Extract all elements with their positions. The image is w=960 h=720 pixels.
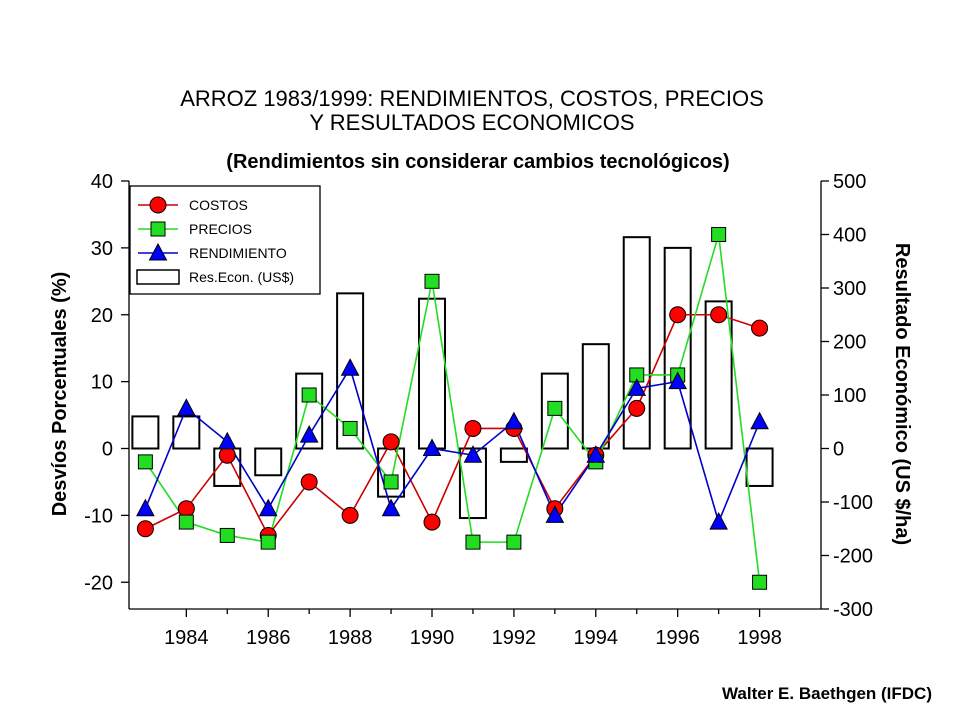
chart-title-line-2: Y RESULTADOS ECONOMICOS xyxy=(309,110,634,135)
y-tick-label-left: 30 xyxy=(91,238,113,260)
precios-point-1987 xyxy=(301,387,317,403)
rendimiento-point-1990 xyxy=(422,438,442,456)
y-axis-label-left: Desvíos Porcentuales (%) xyxy=(49,272,71,517)
precios-point-1983 xyxy=(137,454,153,470)
rendimiento-point-1985 xyxy=(217,431,237,450)
legend-marker-precios xyxy=(150,221,166,237)
res-econ-bar-1987 xyxy=(295,372,324,450)
res-econ-bar-1994 xyxy=(581,343,610,450)
chart-subtitle: (Rendimientos sin considerar cambios tec… xyxy=(226,151,729,173)
chart-title-line-1: ARROZ 1983/1999: RENDIMIENTOS, COSTOS, P… xyxy=(180,86,764,111)
rendimiento-point-1986 xyxy=(258,498,278,517)
costos-point-1996 xyxy=(669,306,687,324)
rendimiento-point-1987 xyxy=(299,425,319,443)
precios-point-1988 xyxy=(342,420,358,436)
y-axis-label-right: Resultado Económico (US $/ha) xyxy=(891,243,913,545)
y-tick-label-left: -20 xyxy=(84,572,113,594)
res-econ-bar-1984 xyxy=(172,415,201,450)
x-tick-label: 1994 xyxy=(574,627,619,649)
y-tick-label-right: -100 xyxy=(833,492,873,514)
res-econ-bar-1983 xyxy=(131,415,160,450)
rendimiento-point-1994 xyxy=(586,445,606,463)
y-tick-label-right: -300 xyxy=(833,599,873,621)
rendimiento-point-1984 xyxy=(176,398,196,416)
precios-point-1992 xyxy=(506,534,522,550)
precios-point-1984 xyxy=(178,514,194,530)
legend-marker-res-econ-us xyxy=(136,269,180,285)
precios-point-1989 xyxy=(383,474,399,490)
res-econ-bar-1998 xyxy=(745,447,774,487)
legend: COSTOS PRECIOS RENDIMIENTO Res.Econ. (US$) xyxy=(129,185,321,295)
costos-point-1989 xyxy=(382,433,400,451)
x-tick-label: 1992 xyxy=(492,627,537,649)
y-tick-label-right: 300 xyxy=(833,278,866,300)
y-tick-label-right: 400 xyxy=(833,225,866,247)
precios-point-1993 xyxy=(547,400,563,416)
legend-label-costos: COSTOS xyxy=(189,197,248,213)
y-tick-label-left: 20 xyxy=(91,305,113,327)
rendimiento-point-1991 xyxy=(463,445,483,463)
costos-point-1990 xyxy=(423,513,441,531)
y-tick-label-right: 100 xyxy=(833,385,866,407)
precios-point-1986 xyxy=(260,534,276,550)
x-tick-label: 1984 xyxy=(164,627,209,649)
rendimiento-point-1996 xyxy=(668,371,688,390)
rendimiento-point-1997 xyxy=(709,511,728,530)
x-tick-label: 1990 xyxy=(410,627,455,649)
y-tick-label-right: -200 xyxy=(833,546,873,568)
res-econ-bar-1997 xyxy=(704,300,733,450)
author-credit: Walter E. Baethgen (IFDC) xyxy=(722,684,932,703)
precios-point-1985 xyxy=(219,527,235,543)
costos-point-1998 xyxy=(751,319,769,337)
costos-point-1985 xyxy=(218,446,236,464)
x-tick-label: 1996 xyxy=(655,627,700,649)
costos-point-1987 xyxy=(300,473,318,491)
costos-point-1984 xyxy=(177,500,195,518)
precios-point-1991 xyxy=(465,534,481,550)
precios-line xyxy=(144,234,761,583)
legend-marker-costos xyxy=(149,196,167,214)
lines-layer xyxy=(144,234,761,583)
x-tick-label: 1988 xyxy=(328,627,373,649)
res-econ-bar-1991 xyxy=(458,447,487,520)
y-tick-label-right: 200 xyxy=(833,332,866,354)
rendimiento-line xyxy=(144,366,761,525)
res-econ-bar-1986 xyxy=(254,447,283,477)
y-tick-label-left: -10 xyxy=(84,505,113,527)
rendimiento-point-1992 xyxy=(504,411,524,430)
res-econ-bar-1992 xyxy=(499,447,528,463)
y-tick-label-left: 40 xyxy=(91,171,113,193)
y-tick-label-right: 500 xyxy=(833,171,866,193)
precios-point-1990 xyxy=(424,273,440,289)
precios-point-1998 xyxy=(752,574,768,590)
legend-label-res-econ-us: Res.Econ. (US$) xyxy=(189,269,294,285)
axes-layer: 403020100-10-205004003002001000-100-200-… xyxy=(84,171,873,649)
y-tick-label-right: 0 xyxy=(833,439,844,461)
markers-layer xyxy=(136,227,769,590)
rendimiento-point-1993 xyxy=(545,505,565,523)
rendimiento-point-1983 xyxy=(136,498,155,517)
rendimiento-point-1995 xyxy=(627,378,647,396)
costos-point-1997 xyxy=(710,306,728,324)
costos-point-1995 xyxy=(628,399,646,417)
rendimiento-point-1988 xyxy=(340,358,360,376)
costos-point-1991 xyxy=(464,419,482,437)
x-tick-label: 1986 xyxy=(246,627,291,649)
legend-marker-rendimiento xyxy=(148,242,168,261)
legend-label-rendimiento: RENDIMIENTO xyxy=(189,245,287,261)
y-tick-label-left: 10 xyxy=(91,372,113,394)
legend-label-precios: PRECIOS xyxy=(189,221,252,237)
x-tick-label: 1998 xyxy=(737,627,782,649)
y-tick-label-left: 0 xyxy=(102,439,113,461)
res-econ-bar-1996 xyxy=(663,246,692,450)
res-econ-bar-1990 xyxy=(418,297,447,450)
precios-point-1997 xyxy=(711,227,727,242)
costos-line xyxy=(145,313,760,537)
costos-point-1983 xyxy=(136,520,154,538)
costos-point-1988 xyxy=(341,506,359,524)
rendimiento-point-1989 xyxy=(381,498,401,517)
rendimiento-point-1998 xyxy=(750,411,769,430)
